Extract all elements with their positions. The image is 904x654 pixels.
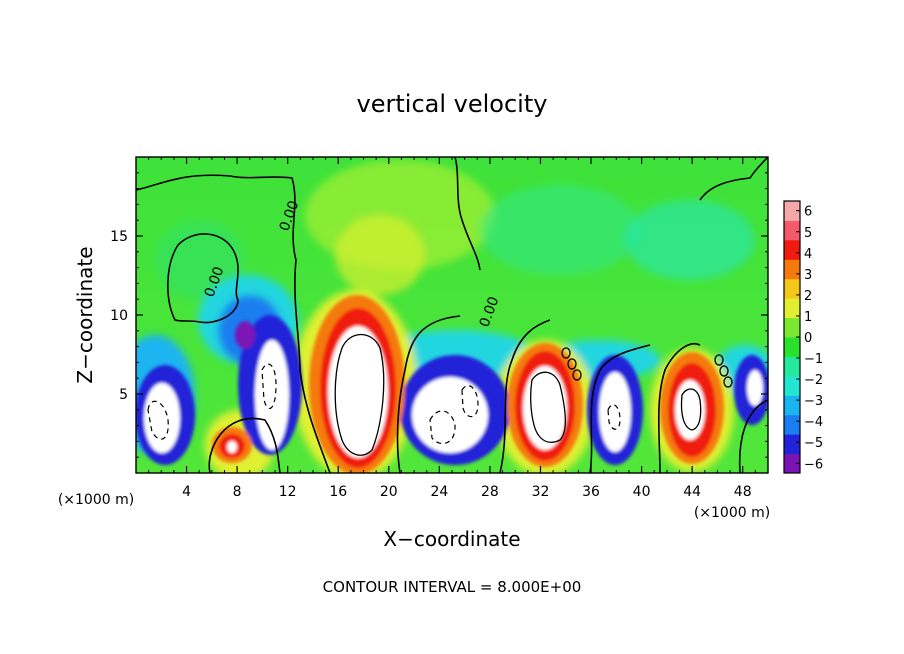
colorbar-tick-label: 0	[804, 331, 812, 346]
x-tick-label: 28	[481, 484, 499, 500]
colorbar-swatch	[784, 317, 800, 338]
x-tick-label: 8	[233, 484, 242, 500]
y-axis-label: Z−coordinate	[73, 246, 97, 383]
colorbar-swatch	[784, 434, 800, 455]
x-unit-right: (×1000 m)	[694, 505, 770, 521]
colorbar-swatch	[784, 239, 800, 260]
colorbar-swatch	[784, 259, 800, 280]
colorbar-tick-label: 5	[804, 226, 812, 241]
y-tick-label: 5	[119, 387, 128, 403]
negative-contours	[147, 363, 621, 445]
x-tick-label: 4	[182, 484, 191, 500]
colorbar-swatch	[784, 395, 800, 416]
x-tick-label: 12	[279, 484, 297, 500]
colorbar-swatch	[784, 220, 800, 241]
x-axis-ticks: 4 8 12 16 20 24 28 32 36 40 44 48	[148, 157, 756, 500]
colorbar-tick-label: 3	[804, 268, 812, 283]
y-tick-label: 10	[110, 308, 128, 324]
colorbar: 6 5 4 3 2 1 0 −1 −2 −3 −4 −5 −6	[783, 200, 823, 474]
colorbar-tick-label: −5	[804, 436, 823, 451]
colorbar-tick-label: −3	[804, 394, 823, 409]
colorbar-tick-label: −4	[804, 415, 823, 430]
x-unit-left: (×1000 m)	[58, 492, 134, 508]
x-tick-label: 32	[532, 484, 550, 500]
colorbar-tick-label: −2	[804, 373, 823, 388]
contour-lines	[136, 157, 768, 473]
contour-interval-note: CONTOUR INTERVAL = 8.000E+00	[323, 578, 582, 596]
colorbar-tick-label: 6	[804, 205, 812, 220]
x-tick-label: 16	[329, 484, 347, 500]
colorbar-swatch	[784, 278, 800, 299]
colorbar-swatch	[784, 414, 800, 435]
heatmap-field: 0.00 0.00 0.00	[136, 157, 768, 473]
y-tick-label: 15	[110, 229, 128, 245]
colorbar-swatch	[784, 201, 800, 221]
chart-title: vertical velocity	[357, 90, 548, 118]
colorbar-tick-label: 4	[804, 247, 812, 262]
colorbar-tick-label: −1	[804, 352, 823, 367]
colorbar-tick-label: 2	[804, 289, 812, 304]
colorbar-swatch	[784, 375, 800, 396]
colorbar-swatch	[784, 453, 800, 474]
x-tick-label: 36	[582, 484, 600, 500]
x-axis-label: X−coordinate	[383, 527, 520, 551]
x-tick-label: 40	[633, 484, 651, 500]
colorbar-swatch	[784, 298, 800, 319]
y-axis-ticks: 5 10 15	[110, 172, 768, 458]
colorbar-swatch	[784, 337, 800, 357]
x-tick-label: 24	[430, 484, 448, 500]
x-tick-label: 48	[734, 484, 752, 500]
x-tick-label: 44	[683, 484, 701, 500]
x-tick-label: 20	[380, 484, 398, 500]
colorbar-swatch	[784, 356, 800, 377]
colorbar-tick-label: 1	[804, 310, 812, 325]
colorbar-tick-label: −6	[804, 457, 823, 472]
